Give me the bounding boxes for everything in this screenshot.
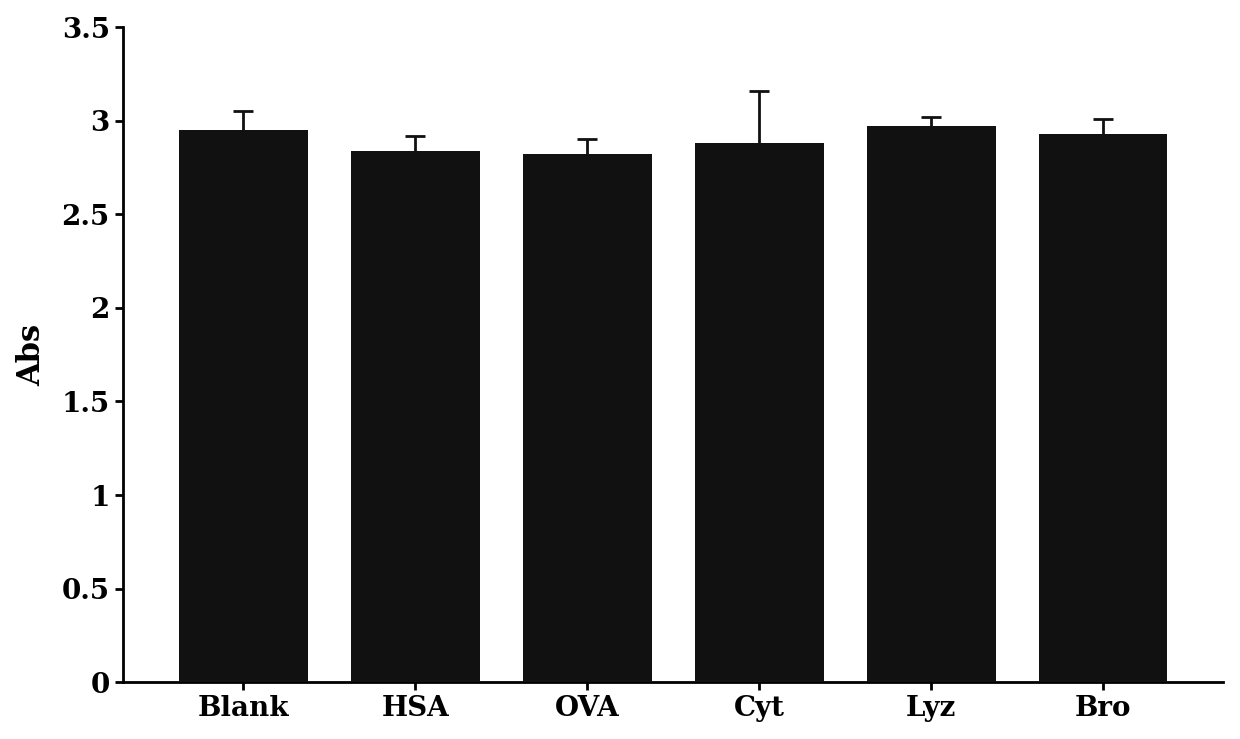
Bar [523, 154, 652, 682]
Bar [694, 143, 823, 682]
Bar [1039, 134, 1167, 682]
Bar [867, 126, 996, 682]
Bar [351, 151, 480, 682]
Y-axis label: Abs: Abs [16, 324, 47, 386]
Bar [179, 130, 308, 682]
